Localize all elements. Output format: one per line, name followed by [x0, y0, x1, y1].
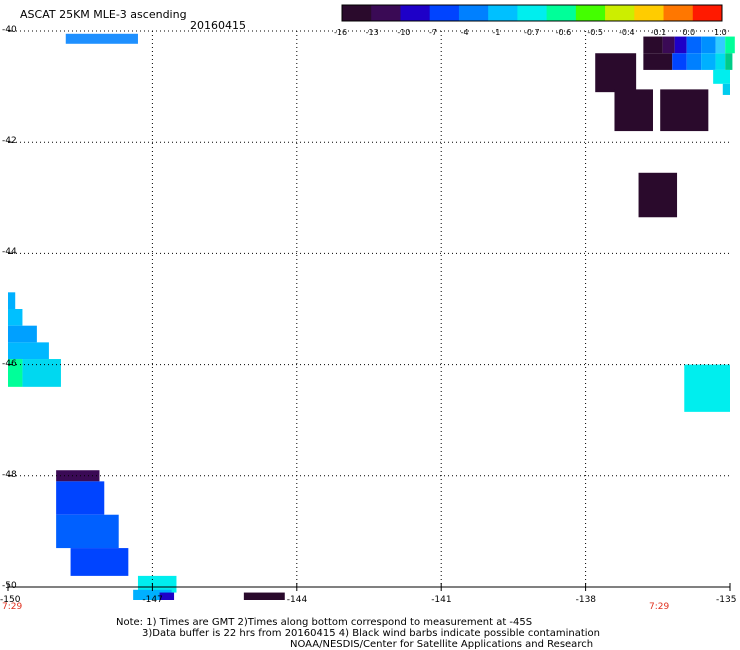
- plot-title: ASCAT 25KM MLE-3 ascending: [20, 8, 187, 21]
- colorbar-label: -0.6: [555, 28, 572, 37]
- data-cell: [133, 589, 172, 600]
- data-cell: [722, 83, 730, 95]
- colorbar-label: -0.4: [619, 28, 635, 37]
- data-cell: [643, 36, 663, 54]
- data-cell: [684, 364, 730, 412]
- lat-label: -50: [2, 581, 17, 591]
- data-cell: [638, 172, 678, 218]
- colorbar-label: -1: [492, 28, 501, 37]
- lon-label: -135: [716, 595, 737, 605]
- colorbar-label: -16: [334, 28, 348, 37]
- data-cell: [662, 36, 675, 54]
- data-cell: [8, 325, 37, 343]
- colorbar-segment: [663, 5, 694, 21]
- data-cell: [56, 481, 105, 515]
- note-line-1: Note: 1) Times are GMT 2)Times along bot…: [116, 617, 533, 628]
- colorbar-frame: [341, 4, 723, 22]
- colorbar-segment: [342, 5, 372, 21]
- lon-label: -138: [575, 595, 597, 605]
- data-cell: [70, 548, 129, 576]
- colorbar-segment: [605, 5, 635, 21]
- lat-label: -44: [2, 247, 17, 258]
- colorbar-label: -0.1: [650, 28, 667, 37]
- colorbar-label: 0.0: [682, 28, 696, 37]
- data-cell: [715, 36, 726, 54]
- data-cell: [686, 53, 702, 70]
- colorbar-segment: [634, 5, 665, 21]
- colorbar-segment: [575, 5, 606, 21]
- data-cell: [137, 575, 177, 593]
- data-cell: [715, 53, 726, 70]
- colorbar-segment: [400, 5, 431, 21]
- data-cell: [8, 342, 49, 360]
- data-cell: [674, 36, 687, 54]
- data-cell: [159, 592, 175, 600]
- data-cell: [56, 470, 100, 482]
- colorbar: [341, 4, 723, 22]
- colorbar-segment: [429, 5, 460, 21]
- colorbar-label: -13: [365, 28, 379, 37]
- data-cell: [8, 292, 16, 309]
- credit-line: NOAA/NESDIS/Center for Satellite Applica…: [290, 639, 594, 650]
- data-cell: [22, 359, 61, 387]
- lon-label: -141: [431, 595, 452, 605]
- colorbar-segment: [692, 5, 723, 21]
- note-line-2: 3)Data buffer is 22 hrs from 20160415 4)…: [142, 628, 600, 639]
- colorbar-segment: [371, 5, 401, 21]
- colorbar-segment: [458, 5, 489, 21]
- lat-label: -46: [2, 358, 17, 369]
- data-cell: [56, 514, 119, 549]
- time-label-right: 7:29: [649, 602, 670, 612]
- colorbar-label: -10: [397, 28, 411, 37]
- map-plot-area: [7, 30, 735, 600]
- lon-label: -150: [0, 595, 21, 605]
- data-cell: [65, 33, 138, 44]
- colorbar-segment: [517, 5, 548, 21]
- data-cell: [8, 309, 23, 326]
- lon-label: -147: [142, 595, 163, 605]
- data-cell: [595, 53, 637, 93]
- plot-date: 20160415: [190, 19, 246, 32]
- data-cell: [8, 359, 23, 387]
- data-cell: [725, 36, 735, 54]
- data-cell: [672, 53, 687, 70]
- data-cell: [243, 592, 285, 600]
- lat-label: -40: [2, 25, 17, 35]
- lon-label: -144: [286, 595, 308, 605]
- data-cell: [660, 89, 709, 132]
- data-cell: [686, 36, 702, 54]
- colorbar-label: -7: [429, 28, 437, 37]
- lat-label: -48: [2, 469, 17, 480]
- data-cell: [643, 53, 673, 70]
- colorbar-label: -0.5: [587, 28, 603, 37]
- colorbar-segment: [488, 5, 518, 21]
- time-label-left: 7:29: [2, 602, 23, 612]
- data-cell: [725, 53, 733, 70]
- colorbar-label: -4: [460, 28, 469, 37]
- data-cell: [614, 89, 653, 132]
- data-cell: [713, 69, 730, 84]
- lat-label: -42: [2, 136, 17, 147]
- data-cell: [701, 36, 716, 54]
- data-cell: [701, 53, 716, 70]
- colorbar-segment: [546, 5, 577, 21]
- colorbar-label: -0.7: [524, 28, 540, 37]
- colorbar-label: 1.0: [714, 28, 727, 37]
